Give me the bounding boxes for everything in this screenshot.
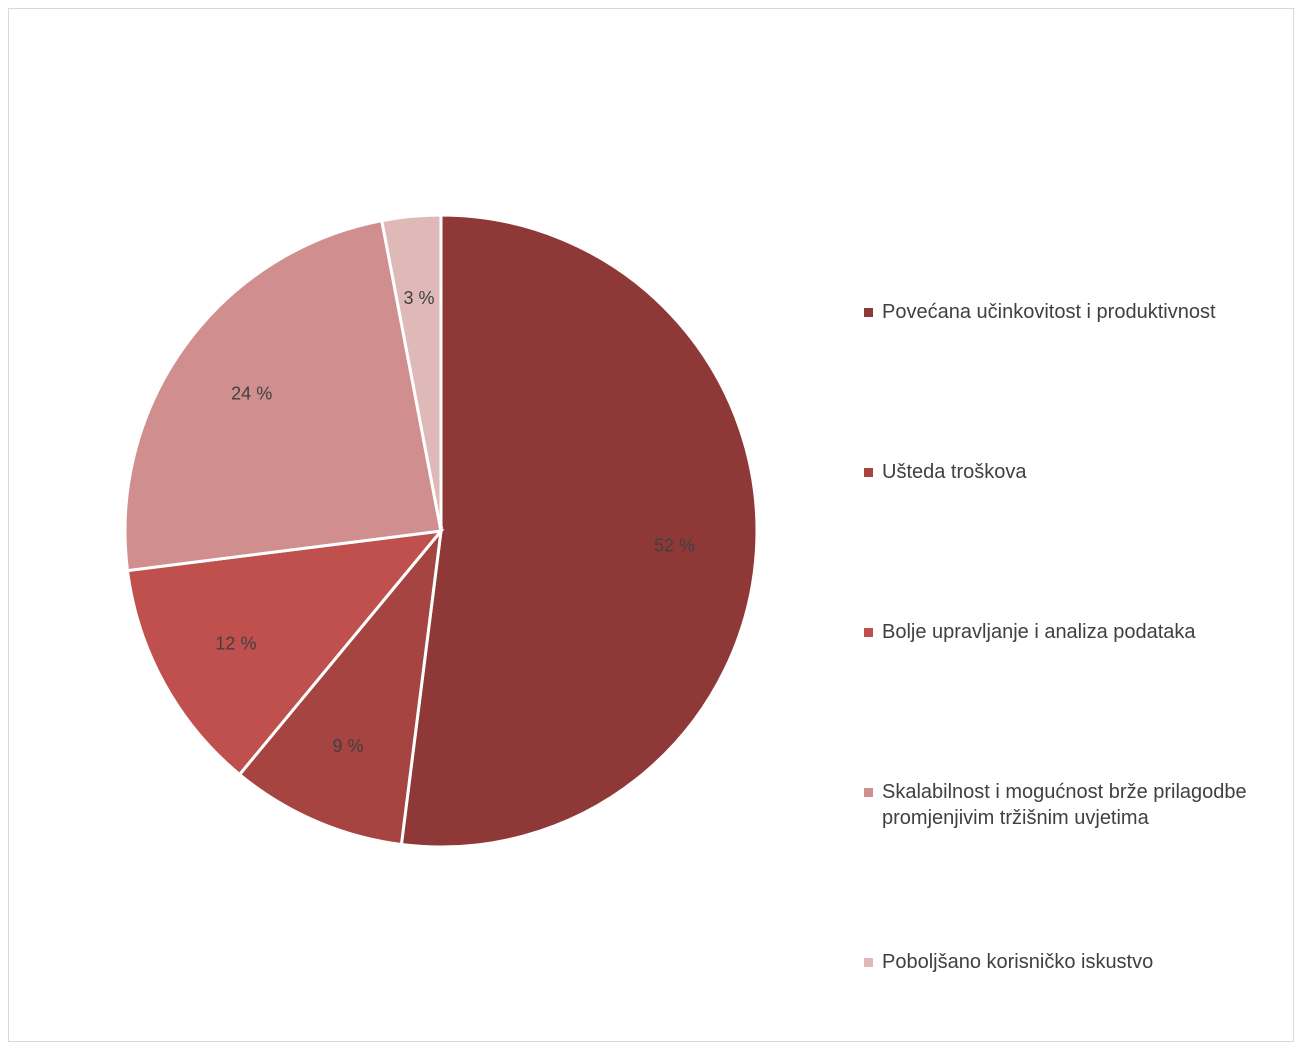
chart-area: 52 % 9 % 12 % 24 % 3 % Povećana učinkovitost…: [8, 8, 1294, 1042]
legend-label: Poboljšano korisničko iskustvo: [882, 951, 1154, 973]
pie-slice: [399, 213, 759, 849]
legend-item: Skalabilnost i mogućnost brže prilagodbe…: [864, 779, 1294, 831]
data-label: 12 %: [215, 634, 256, 654]
legend-item: Poboljšano korisničko iskustvo: [864, 949, 1294, 975]
pie-slice: [237, 526, 444, 847]
pie-slice: [125, 529, 445, 777]
data-label: 3 %: [403, 288, 434, 308]
legend-item: Ušteda troškova: [864, 459, 1294, 485]
pie-slice: [380, 213, 443, 532]
pie-chart: 52 % 9 % 12 % 24 % 3 %: [123, 213, 759, 849]
data-label: 9 %: [333, 736, 364, 756]
pie-slice: [123, 218, 443, 573]
legend-swatch: [864, 958, 873, 967]
legend-label: Povećana učinkovitost i produktivnost: [882, 301, 1216, 323]
legend-item: Povećana učinkovitost i produktivnost: [864, 299, 1294, 325]
legend-label: Ušteda troškova: [882, 461, 1027, 483]
legend-label: Skalabilnost i mogućnost brže prilagodbe…: [882, 781, 1247, 829]
data-label: 24 %: [231, 383, 272, 403]
data-label: 52 %: [654, 536, 695, 556]
legend-swatch: [864, 628, 873, 637]
legend-swatch: [864, 468, 873, 477]
legend-swatch: [864, 788, 873, 797]
legend-label: Bolje upravljanje i analiza podataka: [882, 621, 1196, 643]
legend-swatch: [864, 308, 873, 317]
legend-item: Bolje upravljanje i analiza podataka: [864, 619, 1294, 645]
